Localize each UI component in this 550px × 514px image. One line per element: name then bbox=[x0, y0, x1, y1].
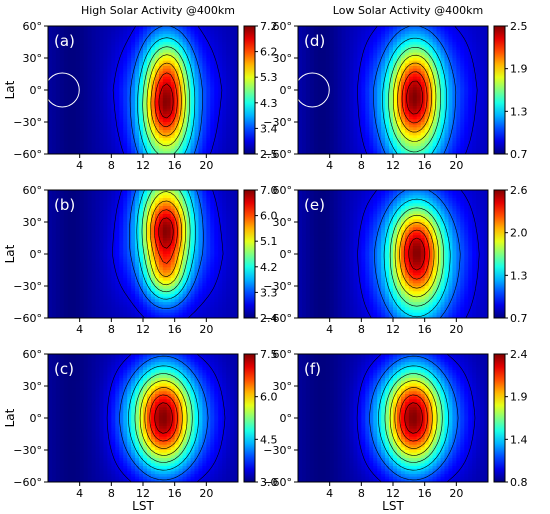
y-tick-label: 0° bbox=[30, 84, 43, 97]
x-tick-label: 16 bbox=[418, 159, 432, 172]
colorbar-tick-label: 0.7 bbox=[510, 148, 528, 161]
colorbar-tick-label: 4.3 bbox=[260, 97, 278, 110]
heatmap-cells bbox=[48, 190, 239, 319]
x-tick-label: 12 bbox=[136, 159, 150, 172]
y-tick-label: −30° bbox=[263, 116, 292, 129]
colorbar-tick-label: 1.3 bbox=[510, 105, 528, 118]
y-tick-label: −60° bbox=[13, 148, 42, 161]
x-tick-label: 20 bbox=[449, 159, 463, 172]
y-tick-label: 60° bbox=[23, 20, 43, 33]
x-tick-label: 4 bbox=[326, 159, 333, 172]
y-tick-label: −30° bbox=[13, 116, 42, 129]
panel-d: (d) 4 8 12 16 20 60° 30° 0° −30° −60° 2.5 1.9 1.3 0.7 bbox=[263, 20, 527, 172]
colorbar-tick-label: 2.5 bbox=[510, 20, 528, 33]
heatmap-cells bbox=[298, 26, 489, 155]
x-tick-label: 12 bbox=[386, 159, 400, 172]
x-tick-label: 4 bbox=[76, 159, 83, 172]
y-tick-label: 0° bbox=[280, 84, 293, 97]
colorbar-tick-label: 1.9 bbox=[510, 63, 528, 76]
y-tick-label: 30° bbox=[23, 52, 43, 65]
x-tick-label: 8 bbox=[108, 159, 115, 172]
y-tick-label: −60° bbox=[263, 148, 292, 161]
panel-label: (d) bbox=[304, 32, 325, 50]
x-tick-label: 8 bbox=[358, 159, 365, 172]
colorbar-tick-label: 5.3 bbox=[260, 71, 278, 84]
colorbar bbox=[494, 26, 505, 154]
panel-label: (a) bbox=[54, 32, 75, 50]
column-title-low: Low Solar Activity @400km bbox=[333, 4, 483, 17]
y-tick-label: 30° bbox=[273, 52, 293, 65]
y-axis-label: Lat bbox=[3, 80, 17, 99]
colorbar bbox=[244, 26, 255, 154]
x-tick-label: 20 bbox=[199, 159, 213, 172]
column-title-high: High Solar Activity @400km bbox=[81, 4, 235, 17]
x-tick-label: 16 bbox=[168, 159, 182, 172]
y-tick-label: 60° bbox=[273, 20, 293, 33]
